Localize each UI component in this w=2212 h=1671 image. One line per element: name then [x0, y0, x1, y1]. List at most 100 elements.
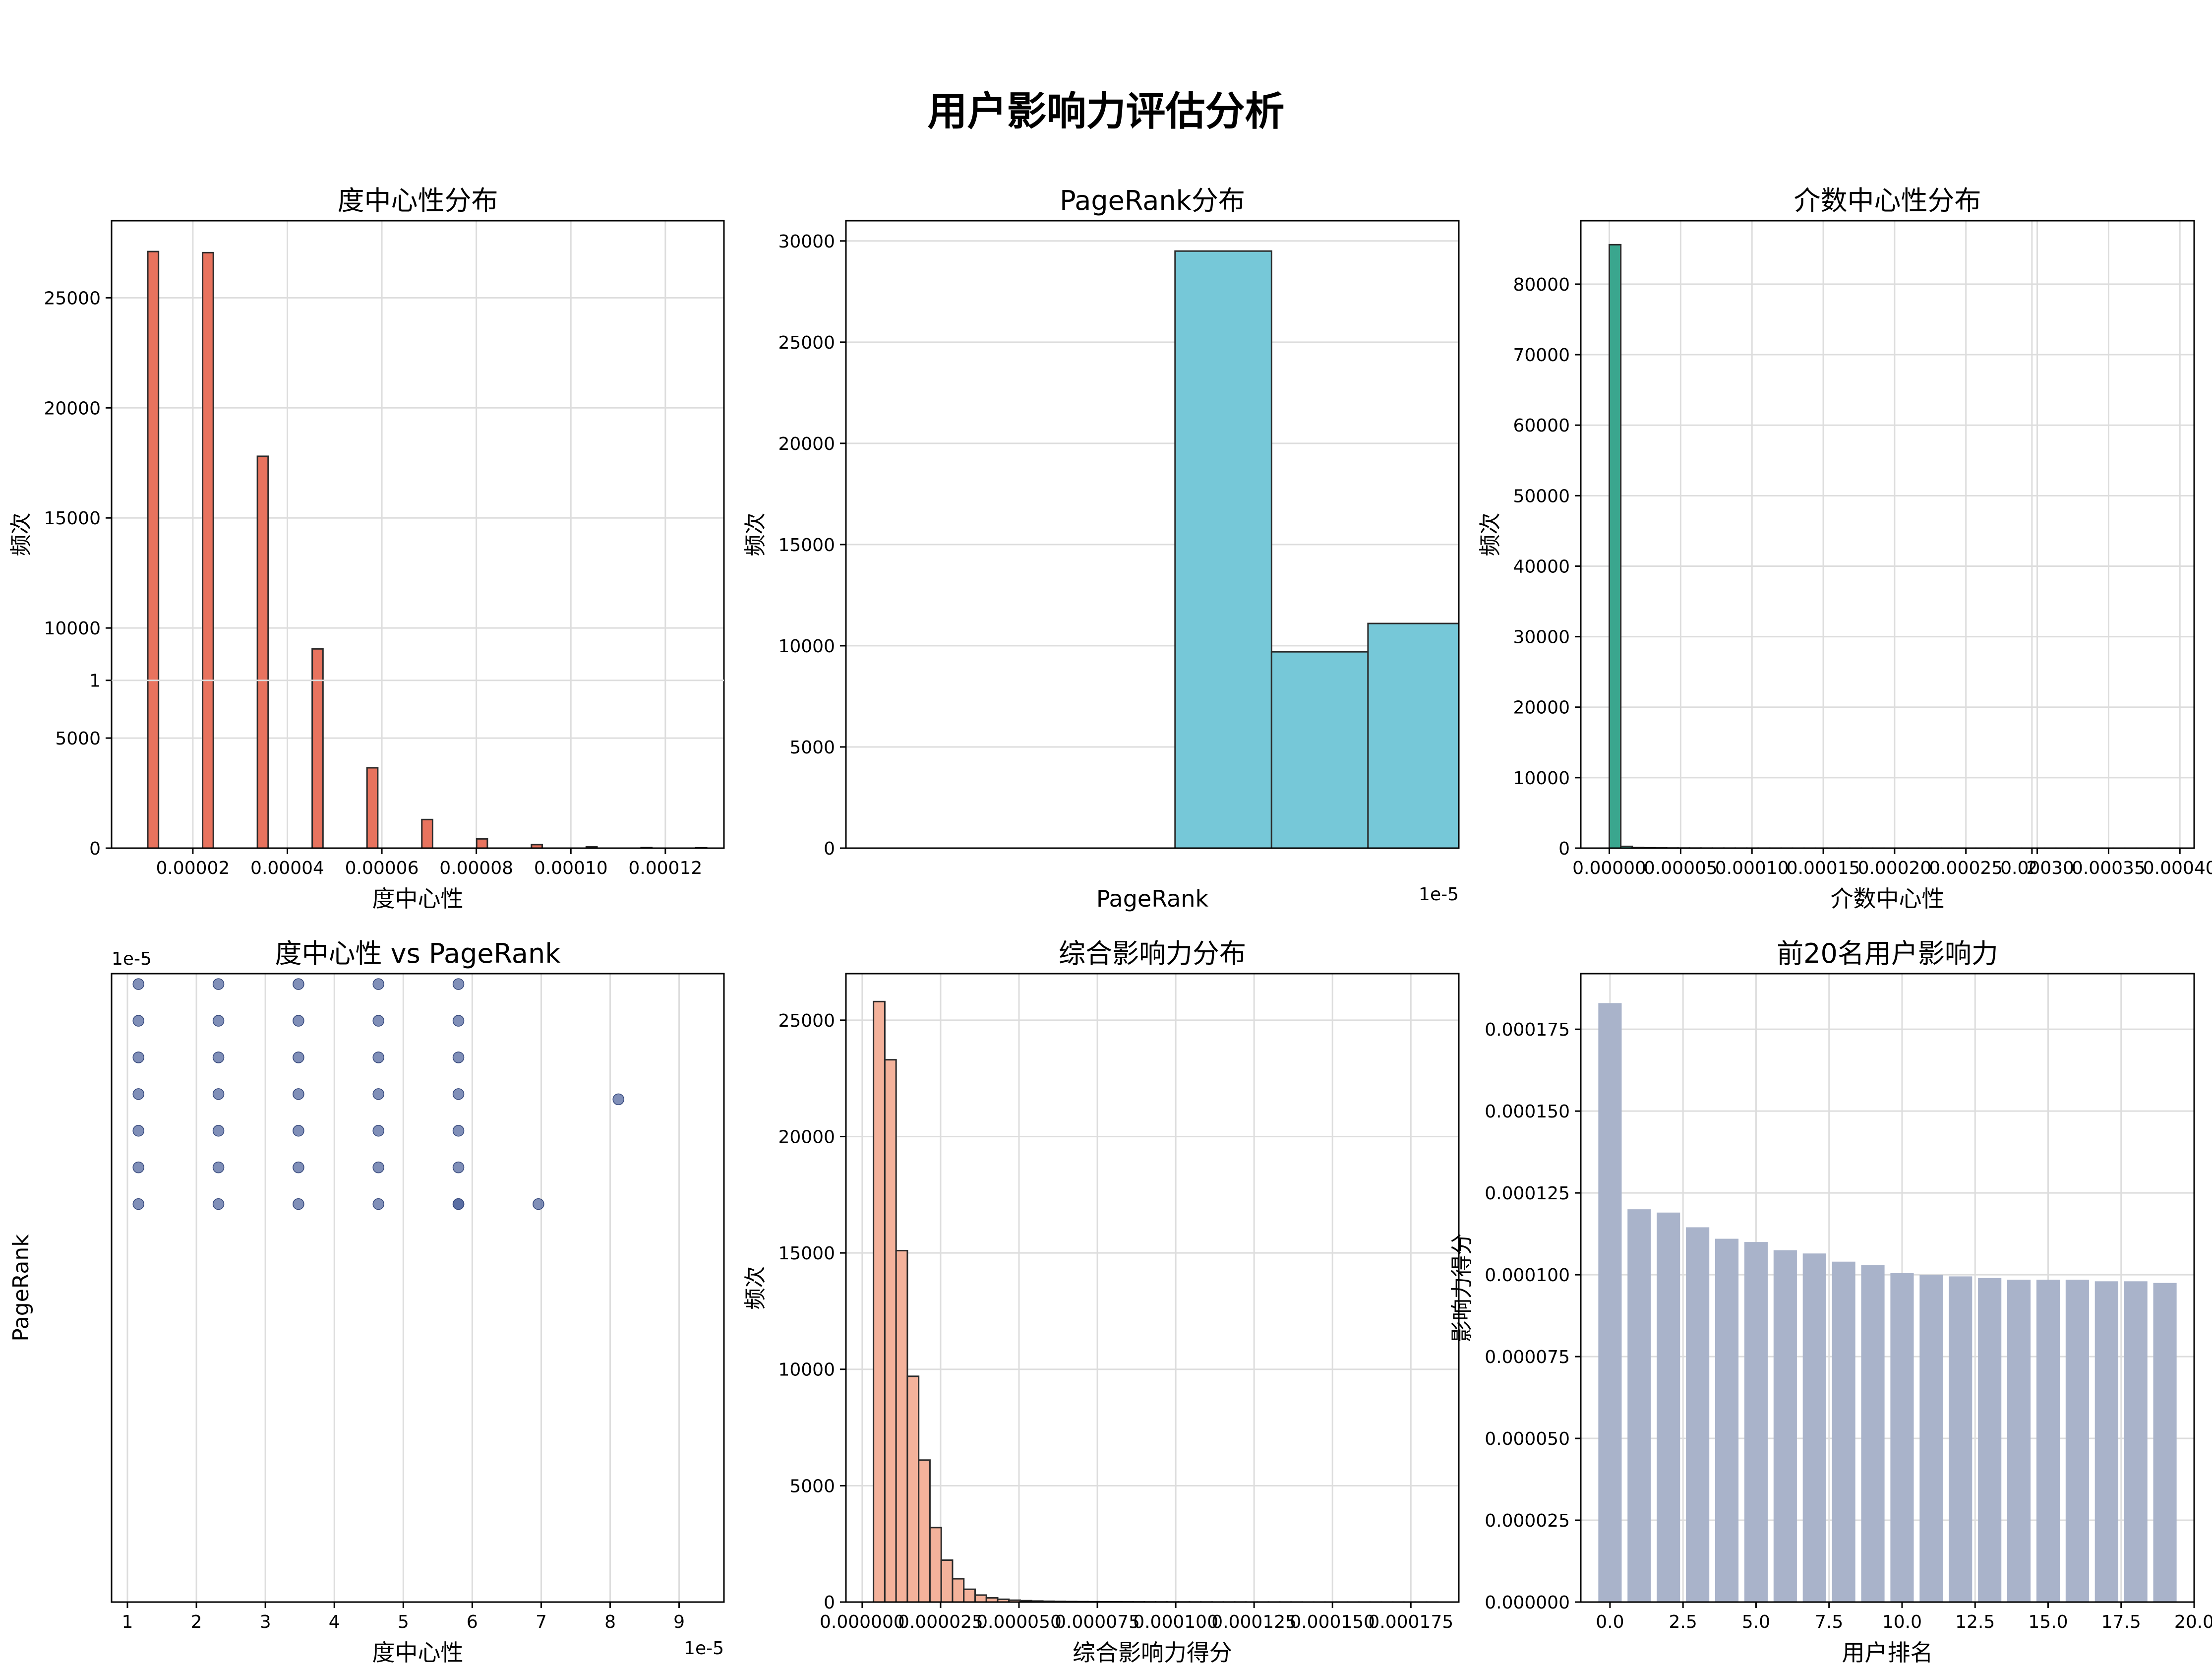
scatter-point [213, 282, 224, 293]
y-tick-label: 40000 [1513, 557, 1570, 577]
scatter-point [293, 575, 304, 586]
histogram-bar [963, 1588, 976, 1602]
scatter-point [293, 905, 304, 916]
x-tick-label: 0.00000 [1572, 858, 1646, 878]
x-offset-label: 1e-5 [684, 1638, 724, 1659]
scatter-point [132, 1088, 144, 1100]
x-tick-label: 0.000125 [1211, 1612, 1297, 1632]
scatter-point [293, 649, 304, 660]
ranking-bar [1802, 1253, 1826, 1602]
scatter-point [612, 1093, 624, 1106]
scatter-point [133, 575, 144, 586]
x-tick-label: 2.5 [1669, 1612, 1697, 1632]
scatter-point [213, 722, 224, 733]
y-tick-label: 20000 [1513, 698, 1570, 718]
y-tick-label: 30000 [1513, 627, 1570, 648]
histogram-bar [940, 1559, 954, 1602]
scatter-point [452, 1088, 465, 1100]
x-tick-label: 0.00010 [534, 858, 608, 878]
y-tick-label: 0 [89, 839, 101, 859]
scatter-point [293, 502, 304, 513]
axes-frame [111, 220, 725, 849]
scatter-point [293, 319, 304, 330]
y-tick-label: 20000 [778, 1127, 835, 1147]
scatter-point [133, 62, 144, 73]
axes-frame [845, 973, 1460, 1603]
histogram-bar [906, 1375, 920, 1602]
axes-frame [1580, 973, 2195, 1603]
scatter-point [213, 465, 224, 476]
scatter-point [533, 1198, 544, 1210]
scatter-point [453, 685, 464, 696]
scatter-point [293, 209, 304, 220]
scatter-point [293, 62, 304, 73]
scatter-point [133, 685, 144, 696]
x-tick-label: 0.00030 [2000, 858, 2074, 878]
y-tick-label: 50000 [1513, 486, 1570, 506]
ranking-bar [1686, 1227, 1710, 1602]
scatter-point [213, 26, 224, 37]
y-tick-label: 15000 [44, 508, 101, 529]
scatter-point [293, 832, 304, 843]
scatter-point [213, 685, 224, 696]
scatter-point [132, 1015, 144, 1027]
scatter-point [212, 1015, 225, 1027]
scatter-point [453, 26, 464, 37]
histogram-bar [1174, 250, 1272, 848]
x-tick-label: 0.0 [1596, 1612, 1624, 1632]
scatter-point [213, 392, 224, 403]
histogram-bar [202, 251, 214, 848]
scatter-point [293, 356, 304, 367]
scatter-point [293, 1088, 304, 1100]
scatter-point [133, 209, 144, 220]
scatter-point [372, 1198, 384, 1210]
y-tick-label: 0.000075 [1485, 1347, 1570, 1367]
subplot-2: 24680500010000150002000025000300001e-5Pa… [743, 185, 2037, 912]
x-offset-label: 1e-5 [1419, 884, 1459, 905]
scatter-point [213, 246, 224, 256]
scatter-point [293, 685, 304, 696]
y-tick-label: 0.000000 [1485, 1593, 1570, 1613]
y-tick-label: 60000 [1513, 416, 1570, 436]
x-tick-label: 7 [536, 1612, 547, 1632]
x-axis-label: 综合影响力得分 [1073, 1639, 1232, 1666]
scatter-point [372, 1088, 384, 1100]
y-axis-label: 频次 [743, 1266, 768, 1310]
scatter-point [293, 1015, 304, 1027]
histogram-bar [1754, 775, 1851, 848]
scatter-point [453, 502, 464, 513]
scatter-point [133, 26, 144, 37]
scatter-point [453, 722, 464, 733]
histogram-bar [311, 648, 324, 848]
subplot-3: 0.000000.000050.000100.000150.000200.000… [1478, 185, 2212, 912]
ranking-bar [1773, 1250, 1797, 1602]
subplot-title: PageRank分布 [1060, 185, 1245, 216]
histogram-bar [1851, 790, 1947, 848]
scatter-point [133, 172, 144, 183]
x-tick-label: 5.0 [1742, 1612, 1770, 1632]
x-tick-label: 0.00005 [1644, 858, 1718, 878]
scatter-point [453, 575, 464, 586]
scatter-point [212, 1088, 225, 1100]
scatter-point [293, 1161, 304, 1174]
plot-area [132, 26, 624, 1210]
scatter-point [133, 392, 144, 403]
y-tick-label: 0.000100 [1485, 1265, 1570, 1286]
ranking-bar [1715, 1238, 1739, 1602]
x-tick-label: 0.00010 [1715, 858, 1789, 878]
y-axis-label: 频次 [1478, 513, 1503, 557]
histogram-bar [895, 1249, 908, 1602]
scatter-point [133, 429, 144, 439]
scatter-point [373, 135, 384, 146]
scatter-point [452, 1052, 465, 1063]
scatter-point [213, 832, 224, 843]
scatter-point [453, 759, 464, 770]
scatter-point [372, 1052, 384, 1063]
axes-frame [845, 220, 1460, 849]
x-tick-label: 12.5 [1955, 1612, 1995, 1632]
ranking-bar [2036, 1280, 2060, 1602]
scatter-point [133, 246, 144, 256]
ranking-bar [2094, 1281, 2118, 1602]
histogram-bar [974, 1594, 987, 1602]
